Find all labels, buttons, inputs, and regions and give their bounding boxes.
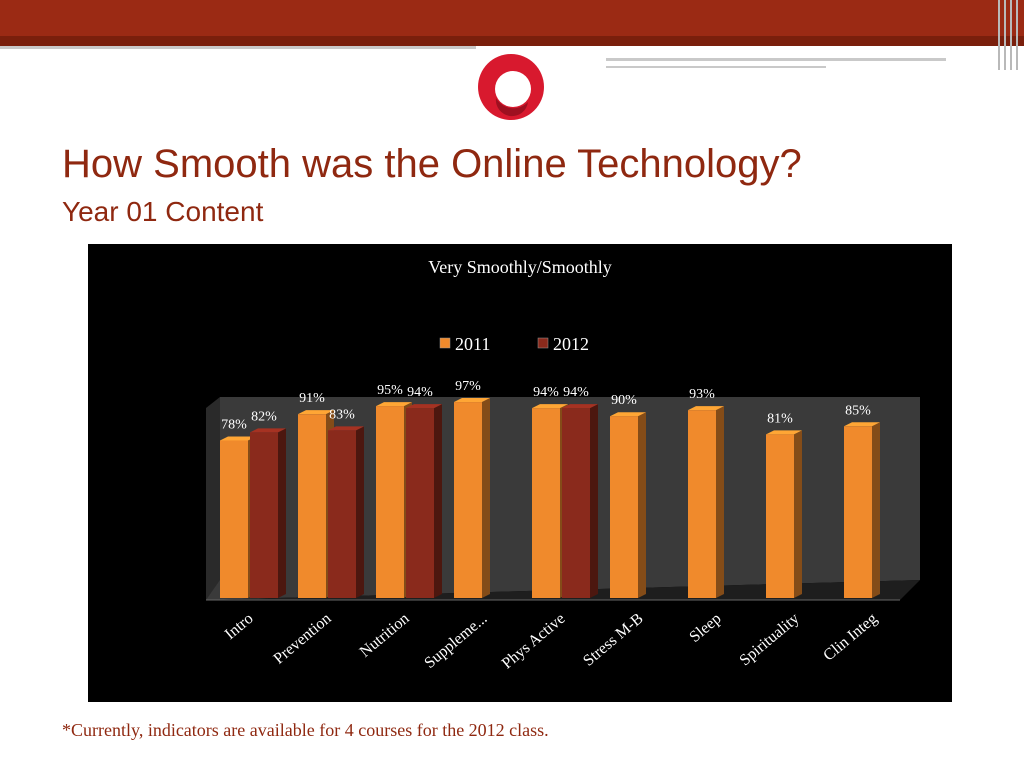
x-tick-label-8: Clin Integ bbox=[820, 610, 880, 664]
bar-side-2011-6 bbox=[716, 406, 724, 598]
x-tick-label-2: Nutrition bbox=[357, 610, 413, 661]
bar-top-2011-4 bbox=[532, 404, 568, 409]
bar-2011-2 bbox=[376, 406, 404, 598]
chart-title: Very Smoothly/Smoothly bbox=[428, 257, 612, 277]
bar-top-2012-4 bbox=[562, 404, 598, 409]
bar-top-2011-3 bbox=[454, 398, 490, 403]
bar-top-2012-1 bbox=[328, 426, 364, 431]
bar-side-2011-5 bbox=[638, 412, 646, 598]
data-label-2011-8: 85% bbox=[845, 403, 871, 418]
data-label-2012-4: 94% bbox=[563, 385, 589, 400]
legend-swatch-2012 bbox=[537, 337, 549, 349]
legend-label-2012: 2012 bbox=[553, 334, 589, 354]
bar-side-2012-0 bbox=[278, 428, 286, 598]
bar-2012-1 bbox=[328, 430, 356, 598]
bar-2011-5 bbox=[610, 416, 638, 598]
header-rule-right bbox=[606, 58, 946, 61]
corner-lines bbox=[994, 0, 1024, 70]
x-tick-label-4: Phys Active bbox=[499, 610, 569, 672]
data-label-2011-4: 94% bbox=[533, 385, 559, 400]
data-label-2012-2: 94% bbox=[407, 385, 433, 400]
header-band-stripe bbox=[0, 36, 1024, 46]
footnote: *Currently, indicators are available for… bbox=[62, 720, 549, 740]
data-label-2011-2: 95% bbox=[377, 383, 403, 398]
bar-2011-6 bbox=[688, 410, 716, 598]
bar-side-2011-7 bbox=[794, 430, 802, 598]
data-label-2012-1: 83% bbox=[329, 407, 355, 422]
bar-top-2011-7 bbox=[766, 430, 802, 435]
bar-2011-7 bbox=[766, 434, 794, 598]
bar-side-2011-3 bbox=[482, 398, 490, 598]
logo-icon bbox=[478, 54, 544, 120]
bar-side-2012-4 bbox=[590, 404, 598, 598]
header-band bbox=[0, 0, 1024, 48]
data-label-2011-1: 91% bbox=[299, 391, 325, 406]
bar-top-2011-5 bbox=[610, 412, 646, 417]
bar-top-2011-8 bbox=[844, 422, 880, 427]
data-label-2011-6: 93% bbox=[689, 387, 715, 402]
bar-top-2011-0 bbox=[220, 436, 256, 441]
data-label-2011-5: 90% bbox=[611, 393, 637, 408]
x-tick-label-0: Intro bbox=[222, 610, 257, 643]
x-tick-label-1: Prevention bbox=[271, 610, 335, 668]
bar-top-2012-0 bbox=[250, 428, 286, 433]
bar-2011-3 bbox=[454, 402, 482, 598]
bar-2012-4 bbox=[562, 408, 590, 598]
bar-chart: Very Smoothly/Smoothly 2011 2012 78% 82% Intr… bbox=[206, 257, 920, 672]
bar-2012-2 bbox=[406, 408, 434, 598]
bar-2011-4 bbox=[532, 408, 560, 598]
data-label-2011-3: 97% bbox=[455, 379, 481, 394]
bar-2011-8 bbox=[844, 426, 872, 598]
bar-2011-0 bbox=[220, 440, 248, 598]
slide-subtitle: Year 01 Content bbox=[62, 196, 264, 227]
bar-top-2012-2 bbox=[406, 404, 442, 409]
x-tick-label-7: Spirituality bbox=[736, 610, 802, 669]
x-tick-label-6: Sleep bbox=[686, 610, 724, 646]
data-label-2011-7: 81% bbox=[767, 411, 793, 426]
bar-side-2012-1 bbox=[356, 426, 364, 598]
data-label-2012-0: 82% bbox=[251, 409, 277, 424]
header-rule bbox=[0, 46, 476, 49]
header-rule-right-lower bbox=[606, 66, 826, 68]
legend-swatch-2011 bbox=[439, 337, 451, 349]
bar-top-2011-6 bbox=[688, 406, 724, 411]
x-tick-label-3: Suppleme... bbox=[421, 610, 490, 672]
bar-2011-1 bbox=[298, 414, 326, 598]
bar-top-2011-2 bbox=[376, 402, 412, 407]
chart-area: Very Smoothly/Smoothly 2011 2012 78% 82% Intr… bbox=[88, 244, 952, 702]
slide-title: How Smooth was the Online Technology? bbox=[62, 142, 802, 186]
bar-2012-0 bbox=[250, 432, 278, 598]
bar-top-2011-1 bbox=[298, 410, 334, 415]
data-label-2011-0: 78% bbox=[221, 417, 247, 432]
bar-side-2012-2 bbox=[434, 404, 442, 598]
legend-label-2011: 2011 bbox=[455, 334, 490, 354]
header-band-main bbox=[0, 0, 1024, 36]
plot-side-wall bbox=[206, 397, 220, 600]
x-tick-label-5: Stress M-B bbox=[580, 610, 646, 670]
bar-side-2011-8 bbox=[872, 422, 880, 598]
